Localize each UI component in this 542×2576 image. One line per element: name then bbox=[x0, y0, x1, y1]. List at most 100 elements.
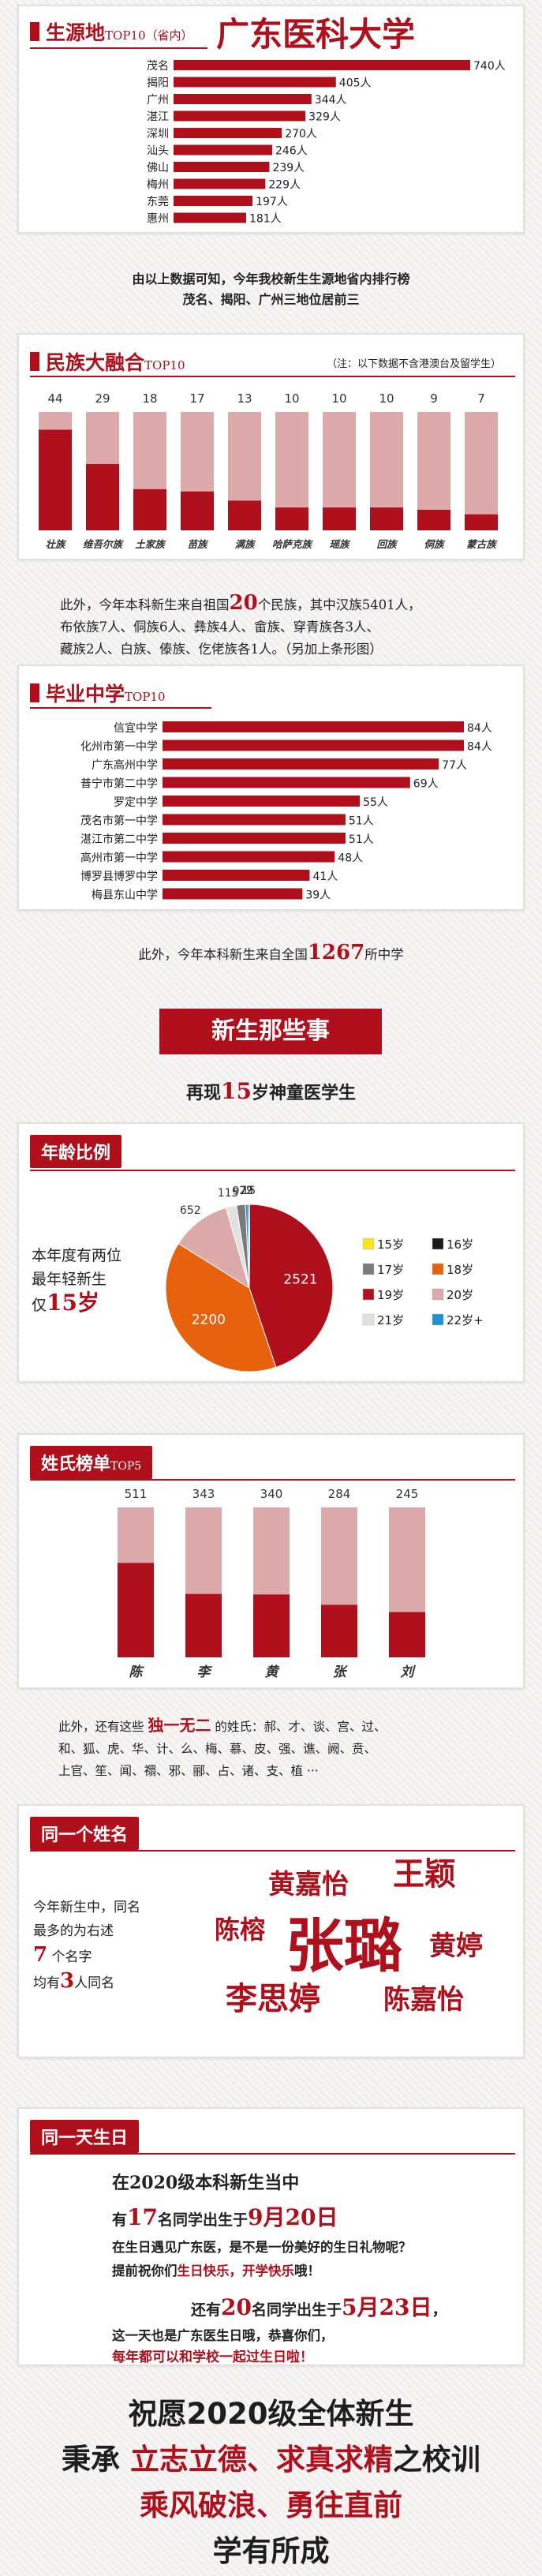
origin-caption-line2: 茂名、揭阳、广州三地位居前三 bbox=[182, 292, 360, 307]
bday-l5a: 还有 bbox=[191, 2301, 222, 2319]
ethnic-rule bbox=[30, 376, 515, 377]
bar bbox=[174, 144, 272, 155]
pie-value-label: 97 bbox=[233, 1185, 247, 1198]
samename-note: 今年新生中，同名 最多的为右述 7 个名字 均有3人同名 bbox=[33, 1896, 140, 1995]
bar-value-label: 84人 bbox=[467, 722, 492, 735]
header-accent-bar bbox=[30, 22, 39, 41]
prodigy-c: 岁神童医学生 bbox=[251, 1083, 356, 1103]
bar-category-label: 蒙古族 bbox=[466, 538, 498, 550]
name-chenjiayi: 陈嘉怡 bbox=[383, 1984, 464, 2016]
age-rule bbox=[30, 1170, 515, 1171]
bar bbox=[465, 514, 498, 530]
ethnic-title-sub: TOP10 bbox=[144, 358, 185, 373]
name-lisiting: 李思婷 bbox=[226, 1981, 320, 2017]
school-header: 毕业中学 TOP10 bbox=[30, 679, 166, 707]
unique-word: 独一无二 bbox=[148, 1716, 211, 1735]
pie-value-label: 2200 bbox=[192, 1312, 226, 1328]
bar-category-label: 汕头 bbox=[147, 145, 169, 158]
prodigy-age: 15 bbox=[221, 1078, 252, 1104]
bar-category-label: 罗定中学 bbox=[114, 796, 158, 809]
bar bbox=[163, 833, 346, 844]
pie-value-label: 115 bbox=[218, 1187, 239, 1200]
pie-value-label: 2521 bbox=[283, 1272, 317, 1288]
bar bbox=[39, 429, 72, 530]
bar bbox=[174, 162, 270, 172]
surname-bar-chart: 511 陈 343 李 340 黄 284 张 245 刘 bbox=[118, 1487, 425, 1680]
youngest-age: 15岁 bbox=[47, 1290, 99, 1316]
bar bbox=[174, 94, 312, 104]
legend-label: 22岁+ bbox=[447, 1313, 484, 1327]
origin-header: 生源地 TOP10（省内） bbox=[30, 17, 193, 46]
bar bbox=[163, 814, 346, 826]
birthday-line5: 还有20名同学出生于5月23日， bbox=[191, 2290, 447, 2322]
bar-category-label: 湛江市第二中学 bbox=[80, 833, 158, 846]
samename-card: 同一个姓名 今年新生中，同名 最多的为右述 7 个名字 均有3人同名 黄嘉怡 王… bbox=[17, 1804, 525, 2058]
surname-title-main: 姓氏榜单 bbox=[41, 1455, 111, 1474]
name-huangjiayi: 黄嘉怡 bbox=[268, 1869, 349, 1900]
bar bbox=[253, 1594, 290, 1657]
birthday-line2: 有17名同学出生于9月20日 bbox=[112, 2200, 338, 2232]
bar-value-label: 10 bbox=[331, 391, 346, 406]
samename-note-l4a: 均有 bbox=[33, 1975, 60, 1991]
bday-count-2: 20 bbox=[221, 2294, 252, 2320]
bar-value-label: 44 bbox=[47, 391, 62, 406]
bar bbox=[163, 758, 439, 769]
bar-value-label: 84人 bbox=[467, 741, 492, 754]
bar bbox=[323, 507, 356, 530]
bar-value-label: 284 bbox=[328, 1487, 351, 1501]
bar-value-label: 181人 bbox=[249, 213, 282, 226]
legend-swatch bbox=[362, 1263, 375, 1275]
closing-line2: 秉承 立志立德、求真求精之校训 bbox=[0, 2436, 542, 2478]
bar-value-label: 343 bbox=[193, 1487, 215, 1501]
bar-category-label: 佛山 bbox=[147, 162, 169, 174]
prodigy-a: 再现 bbox=[186, 1083, 222, 1103]
birthday-card: 同一天生日 在2020级本科新生当中 有17名同学出生于9月20日 在生日遇见广… bbox=[17, 2107, 525, 2366]
bar-category-label: 张 bbox=[333, 1664, 349, 1680]
bar-category-label: 东莞 bbox=[147, 196, 169, 208]
ethnic-count: 20 bbox=[229, 591, 258, 615]
legend-label: 16岁 bbox=[447, 1237, 473, 1252]
bar-value-label: 405人 bbox=[339, 77, 372, 90]
bar-value-label: 51人 bbox=[349, 815, 374, 828]
legend-label: 20岁 bbox=[447, 1288, 473, 1302]
bar-track bbox=[465, 412, 498, 530]
birthday-title: 同一天生日 bbox=[30, 2120, 140, 2153]
bar-value-label: 29 bbox=[95, 391, 110, 406]
bar bbox=[163, 721, 464, 732]
ethnic-para-c: 个民族，其中汉族5401人， bbox=[257, 597, 421, 612]
closing-line3: 乘风破浪、勇往直前 bbox=[140, 2488, 402, 2522]
bar bbox=[133, 489, 166, 530]
stories-banner: 新生那些事 bbox=[159, 1009, 382, 1054]
name-huangting: 黄婷 bbox=[429, 1930, 483, 1962]
birthday-rule bbox=[30, 2153, 515, 2155]
pie-slice bbox=[165, 1242, 277, 1372]
ethnic-paragraph: 此外，今年本科新生来自祖国20个民族，其中汉族5401人， 布依族7人、侗族6人… bbox=[60, 592, 421, 661]
school-card: 毕业中学 TOP10 信宜中学 84人 化州市第一中学 84人 广东高州中学 77人 普宁市… bbox=[17, 665, 525, 911]
age-note-l1: 本年度有两位 bbox=[32, 1247, 122, 1264]
bar-value-label: 51人 bbox=[349, 833, 374, 846]
bday-l2a: 有 bbox=[112, 2211, 128, 2229]
bday-l5e: ， bbox=[432, 2301, 447, 2319]
surname-para-line2: 和、狐、虎、华、计、么、梅、慕、皮、强、谯、阙、贲、 bbox=[58, 1742, 377, 1756]
bar bbox=[417, 509, 450, 530]
ethnic-note: （注：以下数据不含港澳台及留学生） bbox=[327, 358, 502, 370]
bar-category-label: 化州市第一中学 bbox=[80, 740, 158, 754]
school-caption: 此外，今年本科新生来自全国1267所中学 bbox=[0, 941, 542, 964]
bar-category-label: 梅州 bbox=[147, 179, 169, 192]
surname-para-line3: 上官、笙、闻、禤、邪、郦、占、诸、支、植 ··· bbox=[58, 1764, 319, 1778]
bar-category-label: 深圳 bbox=[147, 128, 169, 140]
bar-category-label: 广州 bbox=[147, 94, 169, 107]
header-accent-bar bbox=[30, 683, 39, 702]
bar bbox=[118, 1563, 154, 1657]
bar-value-label: 511 bbox=[125, 1487, 148, 1501]
school-name: 广东医科大学 bbox=[216, 15, 416, 54]
bar bbox=[163, 851, 335, 863]
bar bbox=[163, 796, 361, 807]
age-note-l2: 最年轻新生 bbox=[32, 1271, 107, 1288]
bar bbox=[228, 500, 261, 530]
birthday-line7: 每年都可以和学校一起过生日啦！ bbox=[112, 2349, 313, 2365]
age-card: 年龄比例 本年度有两位 最年轻新生 仅15岁 2521 2200 652 115 97 2… bbox=[17, 1122, 525, 1383]
bar bbox=[174, 60, 470, 70]
school-caption-a: 此外，今年本科新生来自全国 bbox=[138, 947, 308, 962]
